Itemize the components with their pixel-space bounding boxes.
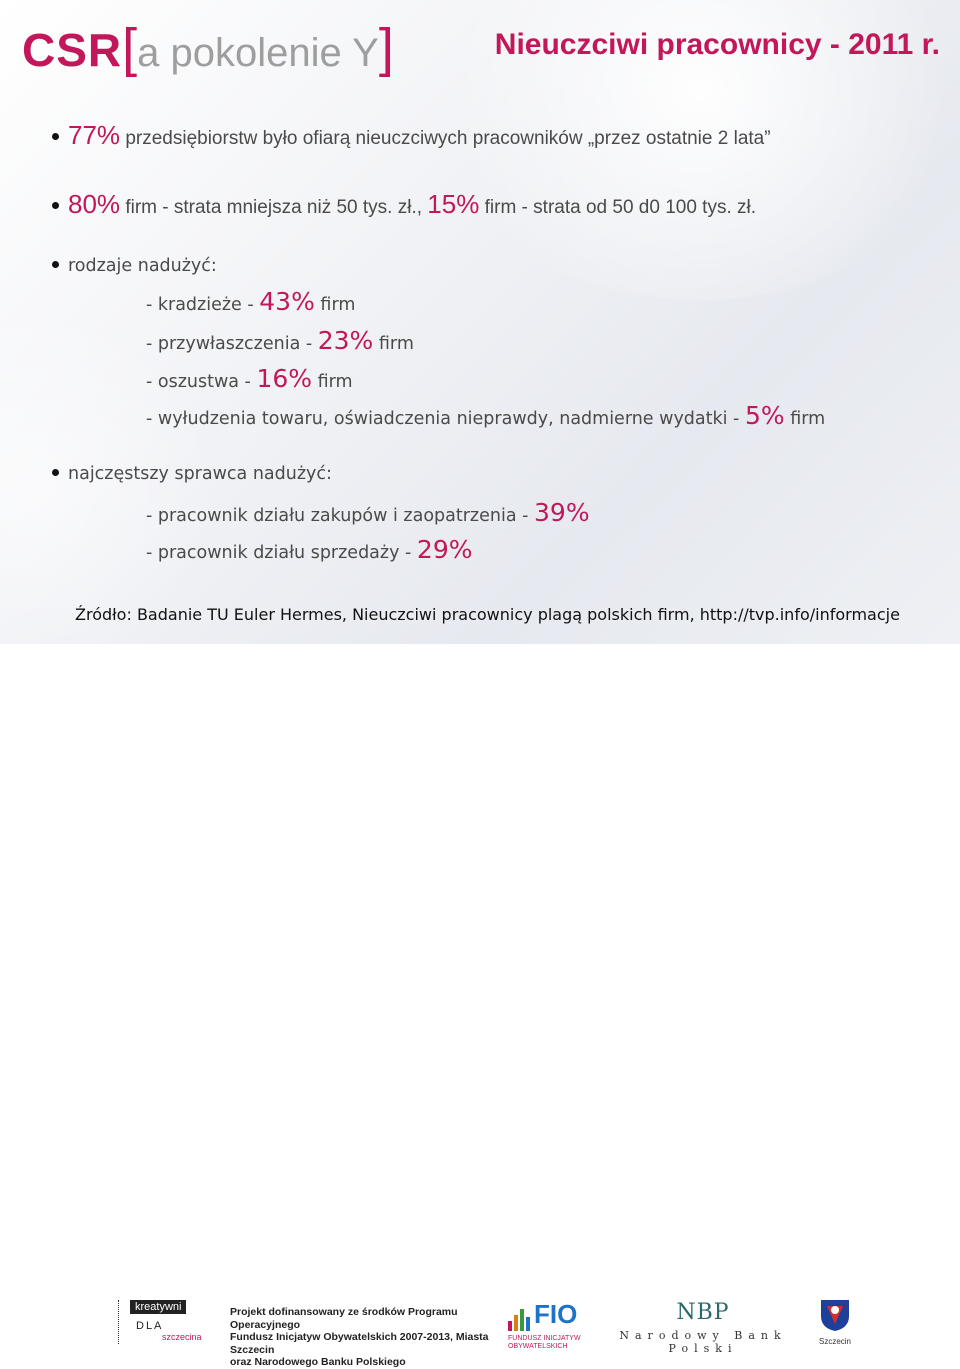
percent-39: 39%	[534, 498, 590, 527]
list-item-text: - oszustwa -	[146, 372, 251, 392]
kreatywni-dla: DLA	[136, 1320, 164, 1332]
percent-77: 77%	[68, 120, 121, 150]
bullet-dot	[52, 202, 59, 210]
list-item: - oszustwa - 16% firm	[146, 364, 353, 393]
logo-csr: CSR	[22, 24, 123, 76]
page-title: Nieuczciwi pracownicy - 2011 r.	[494, 28, 940, 61]
bullet-dot	[52, 260, 59, 268]
szczecin-logo: Szczecin	[815, 1298, 855, 1356]
fio-subtitle: FUNDUSZ INICJATYW OBYWATELSKICH	[508, 1335, 581, 1351]
nbp-logo: NBP Narodowy Bank Polski	[608, 1300, 798, 1355]
list-item: - pracownik działu zakupów i zaopatrzeni…	[146, 498, 590, 527]
slide: CSR[a pokolenie Y] Nieuczciwi pracownicy…	[0, 0, 960, 644]
list-item-suffix: firm	[320, 295, 356, 315]
fio-subtitle-line: FUNDUSZ INICJATYW	[508, 1335, 581, 1342]
bullet-2-text-1: firm - strata mniejsza niż 50 tys. zł.,	[125, 197, 423, 218]
kreatywni-city: szczecina	[162, 1332, 202, 1342]
logo-bracket-close: ]	[378, 18, 394, 78]
list-item: - pracownik działu sprzedaży - 29%	[146, 535, 473, 564]
szczecin-name: Szczecin	[818, 1337, 851, 1346]
bullet-1-text: przedsiębiorstw było ofiarą nieuczciwych…	[125, 128, 771, 149]
funding-line: Fundusz Inicjatyw Obywatelskich 2007-201…	[230, 1331, 489, 1356]
bullet-1: 77% przedsiębiorstw było ofiarą nieuczci…	[52, 120, 771, 151]
nbp-name: Narodowy Bank Polski	[619, 1329, 787, 1355]
bars-icon	[508, 1309, 530, 1331]
bullet-4-label: najczęstszy sprawca nadużyć:	[68, 464, 332, 484]
bullet-4: najczęstszy sprawca nadużyć:	[52, 464, 332, 484]
list-item-text: - pracownik działu sprzedaży -	[146, 543, 412, 563]
shield-icon	[821, 1300, 849, 1331]
kreatywni-logo: kreatywni DLA szczecina	[118, 1300, 202, 1344]
percent-16: 16%	[256, 364, 313, 393]
fio-subtitle-line: OBYWATELSKICH	[508, 1343, 568, 1350]
logo-subtitle: a pokolenie Y	[137, 31, 379, 75]
list-item-suffix: firm	[790, 409, 826, 429]
percent-29: 29%	[416, 535, 473, 564]
fio-word: FIO	[534, 1299, 578, 1329]
percent-15: 15%	[427, 189, 480, 219]
bullet-3-label: rodzaje nadużyć:	[68, 256, 217, 276]
logo: CSR[a pokolenie Y]	[22, 18, 394, 78]
funding-line: Projekt dofinansowany ze środków Program…	[230, 1306, 458, 1331]
fio-logo: FIO FUNDUSZ INICJATYW OBYWATELSKICH	[508, 1299, 598, 1351]
funding-line: oraz Narodowego Banku Polskiego	[230, 1356, 406, 1368]
logo-divider	[118, 1300, 125, 1344]
list-item-text: - kradzieże -	[146, 295, 254, 315]
list-item: - wyłudzenia towaru, oświadczenia niepra…	[146, 401, 825, 430]
percent-23: 23%	[317, 326, 374, 355]
list-item-text: - wyłudzenia towaru, oświadczenia niepra…	[146, 409, 740, 429]
list-item: - przywłaszczenia - 23% firm	[146, 326, 414, 355]
nbp-abbr: NBP	[676, 1300, 730, 1325]
funding-note: Projekt dofinansowany ze środków Program…	[230, 1306, 500, 1369]
list-item-suffix: firm	[317, 372, 353, 392]
bullet-dot	[52, 133, 59, 141]
list-item-text: - przywłaszczenia -	[146, 334, 313, 354]
logo-bracket-open: [	[122, 18, 138, 78]
bullet-dot	[52, 468, 59, 476]
footer-logos: kreatywni DLA szczecina Projekt dofinans…	[0, 644, 960, 1368]
percent-5: 5%	[744, 401, 785, 430]
bullet-2-text-2: firm - strata od 50 d0 100 tys. zł.	[484, 197, 757, 218]
percent-80: 80%	[68, 189, 121, 219]
list-item: - kradzieże - 43% firm	[146, 287, 355, 316]
kreatywni-word: kreatywni	[130, 1300, 187, 1314]
bullet-2: 80% firm - strata mniejsza niż 50 tys. z…	[52, 189, 756, 220]
list-item-suffix: firm	[378, 334, 414, 354]
percent-43: 43%	[259, 287, 315, 316]
source-note: Źródło: Badanie TU Euler Hermes, Nieuczc…	[75, 605, 900, 624]
bullet-3: rodzaje nadużyć:	[52, 256, 217, 276]
list-item-text: - pracownik działu zakupów i zaopatrzeni…	[146, 506, 529, 526]
